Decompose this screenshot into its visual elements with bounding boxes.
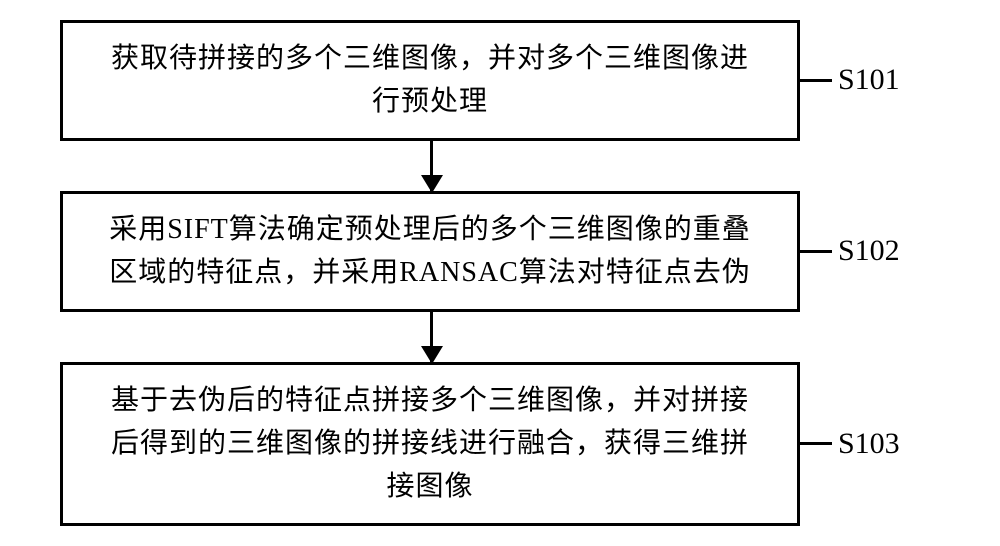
- connector-h-3: [800, 442, 832, 445]
- arrow-1: [430, 141, 433, 191]
- step-row-3: 基于去伪后的特征点拼接多个三维图像，并对拼接 后得到的三维图像的拼接线进行融合，…: [60, 362, 940, 526]
- step-2-label-wrap: S102: [800, 234, 900, 268]
- step-3-label: S103: [838, 427, 900, 461]
- step-1-line-2: 行预处理: [83, 80, 777, 123]
- connector-h-1: [800, 79, 832, 82]
- arrow-2: [430, 312, 433, 362]
- step-3-line-2: 后得到的三维图像的拼接线进行融合，获得三维拼: [83, 422, 777, 465]
- step-1-label: S101: [838, 63, 900, 97]
- step-2-line-2: 区域的特征点，并采用RANSAC算法对特征点去伪: [83, 251, 777, 294]
- step-row-2: 采用SIFT算法确定预处理后的多个三维图像的重叠 区域的特征点，并采用RANSA…: [60, 191, 940, 312]
- step-1-label-wrap: S101: [800, 63, 900, 97]
- step-2-line-1: 采用SIFT算法确定预处理后的多个三维图像的重叠: [83, 208, 777, 251]
- step-box-1: 获取待拼接的多个三维图像，并对多个三维图像进 行预处理: [60, 20, 800, 141]
- flowchart-container: 获取待拼接的多个三维图像，并对多个三维图像进 行预处理 S101 采用SIFT算…: [60, 20, 940, 526]
- step-box-2: 采用SIFT算法确定预处理后的多个三维图像的重叠 区域的特征点，并采用RANSA…: [60, 191, 800, 312]
- step-1-line-1: 获取待拼接的多个三维图像，并对多个三维图像进: [83, 37, 777, 80]
- step-row-1: 获取待拼接的多个三维图像，并对多个三维图像进 行预处理 S101: [60, 20, 940, 141]
- step-3-line-1: 基于去伪后的特征点拼接多个三维图像，并对拼接: [83, 379, 777, 422]
- step-3-label-wrap: S103: [800, 427, 900, 461]
- step-box-3: 基于去伪后的特征点拼接多个三维图像，并对拼接 后得到的三维图像的拼接线进行融合，…: [60, 362, 800, 526]
- connector-h-2: [800, 250, 832, 253]
- step-3-line-3: 接图像: [83, 465, 777, 508]
- step-2-label: S102: [838, 234, 900, 268]
